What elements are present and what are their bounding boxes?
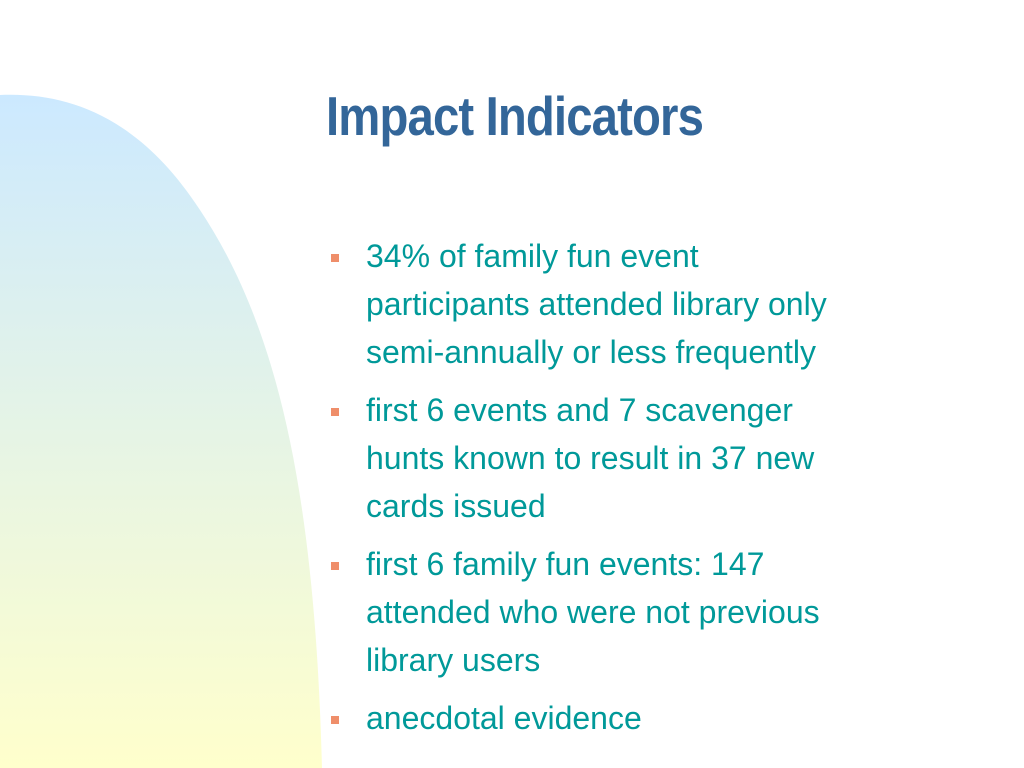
bullet-text-line: first 6 events and 7 scavenger [366,392,793,428]
bullet-text-line: anecdotal evidence [366,700,642,736]
bullet-text-line: cards issued [366,488,546,524]
bullet-text-line: library users [366,642,541,678]
slide-title: Impact Indicators [326,85,704,147]
bullet-item: 34% of family fun event participants att… [326,232,966,376]
bullet-text-line: first 6 family fun events: 147 [366,546,765,582]
square-bullet-icon [331,254,339,262]
bullet-item: first 6 family fun events: 147 attended … [326,540,966,684]
bullet-item: anecdotal evidence [326,694,966,742]
bullet-text-line: 34% of family fun event [366,238,699,274]
bullet-text-line: participants attended library only [366,286,827,322]
bullet-text-line: hunts known to result in 37 new [366,440,815,476]
square-bullet-icon [331,408,339,416]
bullet-text-line: semi-annually or less frequently [366,334,816,370]
square-bullet-icon [331,716,339,724]
bullet-text-line: attended who were not previous [366,594,820,630]
bullet-item: first 6 events and 7 scavenger hunts kno… [326,386,966,530]
bullet-list: 34% of family fun event participants att… [326,232,966,752]
square-bullet-icon [331,562,339,570]
